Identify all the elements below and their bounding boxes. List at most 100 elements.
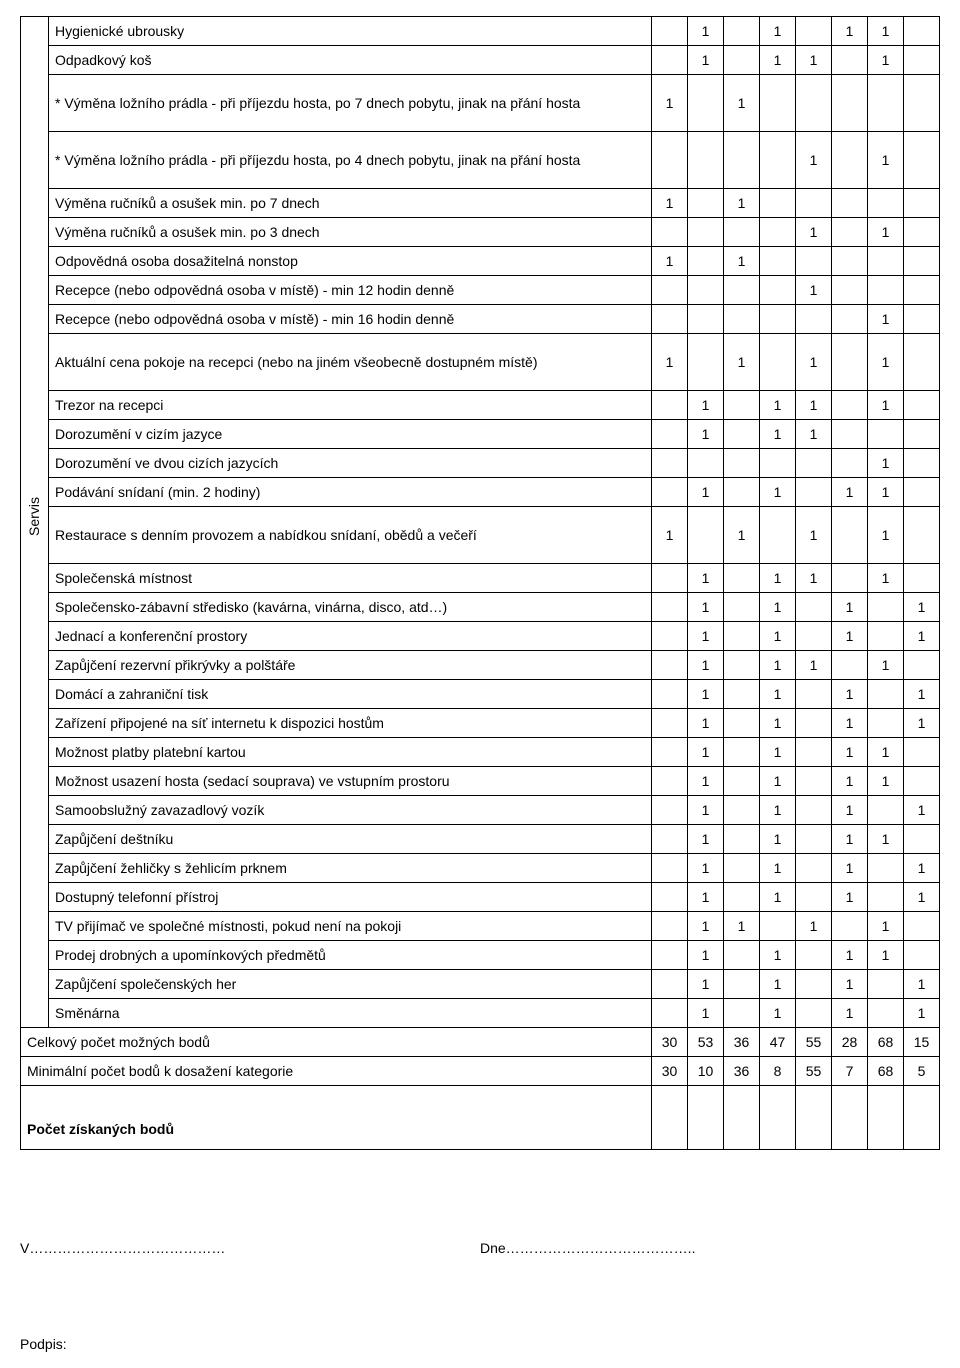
row-cell <box>868 247 904 276</box>
row-cell <box>652 651 688 680</box>
row-cell <box>652 738 688 767</box>
row-cell: 1 <box>652 189 688 218</box>
table-row: TV přijímač ve společné místnosti, pokud… <box>21 912 940 941</box>
row-cell <box>724 46 760 75</box>
final-cell <box>796 1086 832 1150</box>
row-label: Trezor na recepci <box>49 391 652 420</box>
row-cell: 1 <box>904 796 940 825</box>
row-cell <box>652 854 688 883</box>
table-row: Odpadkový koš1111 <box>21 46 940 75</box>
row-cell: 1 <box>832 593 868 622</box>
row-cell <box>904 218 940 247</box>
row-cell <box>832 218 868 247</box>
row-cell: 1 <box>760 970 796 999</box>
row-cell: 1 <box>688 854 724 883</box>
row-cell <box>724 593 760 622</box>
row-label: Společenská místnost <box>49 564 652 593</box>
row-cell: 1 <box>904 970 940 999</box>
totals-label: Celkový počet možných bodů <box>21 1028 652 1057</box>
row-cell: 1 <box>796 507 832 564</box>
row-cell: 1 <box>652 507 688 564</box>
row-cell <box>832 75 868 132</box>
row-cell: 1 <box>724 334 760 391</box>
row-cell <box>904 75 940 132</box>
final-cell <box>724 1086 760 1150</box>
row-cell <box>832 132 868 189</box>
totals-cell: 30 <box>652 1028 688 1057</box>
row-cell: 1 <box>796 391 832 420</box>
row-label: Dorozumění ve dvou cizích jazycích <box>49 449 652 478</box>
row-cell <box>652 449 688 478</box>
row-cell: 1 <box>832 796 868 825</box>
row-cell <box>796 738 832 767</box>
row-cell <box>904 46 940 75</box>
row-cell <box>868 970 904 999</box>
row-cell <box>904 189 940 218</box>
row-cell <box>688 75 724 132</box>
row-cell: 1 <box>868 651 904 680</box>
row-cell <box>652 622 688 651</box>
table-row: Výměna ručníků a osušek min. po 7 dnech1… <box>21 189 940 218</box>
row-cell <box>724 883 760 912</box>
row-cell: 1 <box>724 189 760 218</box>
row-cell <box>760 247 796 276</box>
table-row: Zapůjčení společenských her1111 <box>21 970 940 999</box>
table-row: Prodej drobných a upomínkových předmětů1… <box>21 941 940 970</box>
row-cell <box>904 132 940 189</box>
row-cell: 1 <box>760 46 796 75</box>
row-cell: 1 <box>688 738 724 767</box>
row-cell <box>868 709 904 738</box>
row-cell <box>796 970 832 999</box>
table-row: Samoobslužný zavazadlový vozík1111 <box>21 796 940 825</box>
row-cell <box>688 218 724 247</box>
table-row: Restaurace s denním provozem a nabídkou … <box>21 507 940 564</box>
final-label: Počet získaných bodů <box>21 1086 652 1150</box>
totals-cell: 10 <box>688 1057 724 1086</box>
row-cell: 1 <box>868 132 904 189</box>
row-cell <box>796 75 832 132</box>
final-cell <box>652 1086 688 1150</box>
row-cell: 1 <box>688 17 724 46</box>
row-cell <box>652 796 688 825</box>
row-cell <box>724 478 760 507</box>
row-cell: 1 <box>760 17 796 46</box>
row-cell <box>796 478 832 507</box>
row-cell: 1 <box>904 593 940 622</box>
row-cell: 1 <box>796 218 832 247</box>
table-row: Zapůjčení rezervní přikrývky a polštáře1… <box>21 651 940 680</box>
row-cell: 1 <box>904 680 940 709</box>
totals-cell: 15 <box>904 1028 940 1057</box>
totals-row: Minimální počet bodů k dosažení kategori… <box>21 1057 940 1086</box>
row-cell: 1 <box>760 622 796 651</box>
row-cell: 1 <box>796 420 832 449</box>
row-cell <box>868 276 904 305</box>
row-cell <box>724 941 760 970</box>
row-cell: 1 <box>868 391 904 420</box>
row-cell: 1 <box>760 564 796 593</box>
row-cell: 1 <box>688 912 724 941</box>
row-cell: 1 <box>688 564 724 593</box>
row-cell <box>652 564 688 593</box>
row-cell: 1 <box>832 17 868 46</box>
table-row: Zapůjčení žehličky s žehlicím prknem1111 <box>21 854 940 883</box>
row-cell: 1 <box>760 941 796 970</box>
table-row: Společenská místnost1111 <box>21 564 940 593</box>
row-cell <box>724 449 760 478</box>
row-cell <box>868 622 904 651</box>
row-cell <box>796 305 832 334</box>
row-cell <box>868 680 904 709</box>
table-row: Dorozumění v cizím jazyce111 <box>21 420 940 449</box>
row-cell: 1 <box>688 883 724 912</box>
totals-cell: 53 <box>688 1028 724 1057</box>
row-cell <box>868 593 904 622</box>
row-cell <box>724 767 760 796</box>
row-cell: 1 <box>868 218 904 247</box>
row-cell: 1 <box>796 912 832 941</box>
row-cell <box>760 218 796 247</box>
row-cell <box>796 825 832 854</box>
row-cell: 1 <box>760 854 796 883</box>
row-cell <box>904 941 940 970</box>
row-cell <box>652 305 688 334</box>
table-row: Dorozumění ve dvou cizích jazycích1 <box>21 449 940 478</box>
row-cell: 1 <box>724 247 760 276</box>
